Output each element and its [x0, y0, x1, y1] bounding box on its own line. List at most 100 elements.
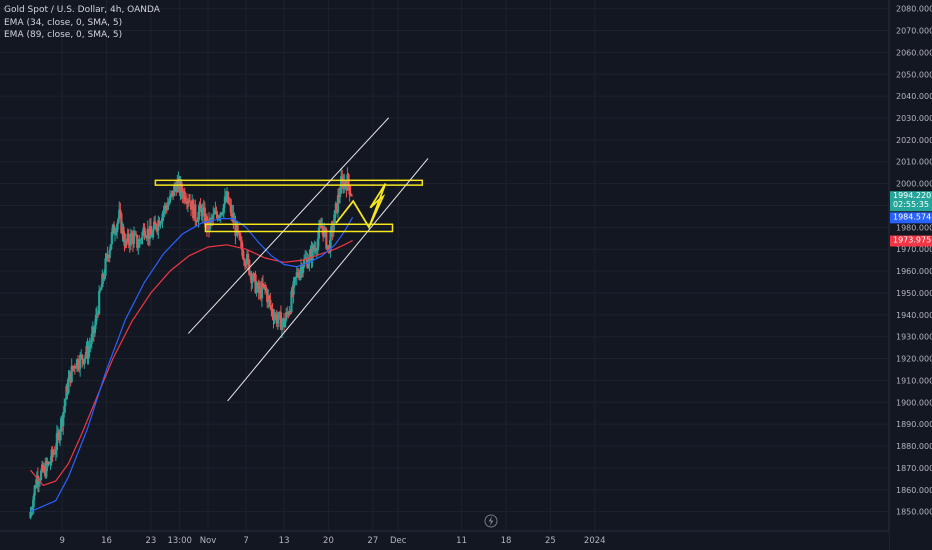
candle-body	[250, 272, 253, 284]
candle-body	[241, 249, 244, 259]
candle-body	[88, 346, 91, 349]
candle-body	[228, 202, 231, 204]
candle-body	[219, 212, 222, 217]
ema-34-badge-text: 1984.574	[893, 212, 931, 221]
candle-body	[277, 312, 280, 320]
candle-body	[166, 204, 169, 210]
candle-body	[45, 461, 48, 477]
candle-body	[76, 359, 80, 368]
candle-body	[323, 228, 326, 237]
candle-body	[268, 295, 271, 300]
candle-body	[260, 283, 263, 299]
ema-89-label[interactable]: EMA (89, close, 0, SMA, 5)	[4, 30, 123, 40]
chart-legend: Gold Spot / U.S. Dollar, 4h, OANDA EMA (…	[4, 4, 160, 42]
candle-body	[113, 233, 117, 235]
candle-body	[79, 355, 82, 369]
candle-body	[203, 207, 206, 225]
price-tick-label: 1970.000	[896, 245, 932, 254]
candle-body	[176, 181, 179, 193]
time-tick-label: 2024	[584, 536, 606, 546]
candle-body	[141, 231, 144, 240]
candle-body	[325, 229, 328, 249]
time-tick-label: 7	[243, 536, 248, 546]
candle-body	[145, 237, 148, 239]
candle-body	[188, 201, 192, 203]
candle-body	[58, 432, 62, 441]
price-badge-text: 1994.220	[893, 191, 931, 200]
candle-body	[237, 231, 240, 234]
ema-34-badge-bg	[890, 212, 932, 224]
candle-body	[132, 234, 136, 244]
price-tick-label: 1980.000	[896, 223, 932, 232]
candle-body	[108, 250, 111, 258]
time-tick-label: 25	[545, 536, 556, 546]
candle-body	[93, 324, 97, 334]
candle-body	[109, 244, 112, 251]
candle-body	[218, 216, 221, 218]
price-tick-label: 1880.000	[896, 442, 932, 451]
candle-body	[186, 200, 190, 204]
candle-body	[116, 224, 119, 233]
candle-body	[196, 221, 199, 223]
candle-body	[317, 227, 321, 239]
time-tick-label: Nov	[200, 536, 217, 546]
candle-body	[153, 221, 156, 230]
candle-body	[174, 185, 177, 187]
candle-body	[303, 258, 306, 267]
ema-34-label[interactable]: EMA (34, close, 0, SMA, 5)	[4, 17, 123, 28]
candle-body	[98, 290, 101, 314]
candle-body	[180, 182, 183, 193]
time-tick-label: 13:00	[167, 536, 192, 546]
candle-body	[101, 273, 104, 287]
candle-body	[270, 306, 273, 310]
candle-body	[215, 210, 218, 215]
candle-body	[99, 289, 102, 291]
price-tick-label: 1940.000	[896, 311, 932, 320]
time-tick-label: 23	[146, 536, 157, 546]
candle-body	[332, 223, 335, 232]
candle-body	[129, 233, 132, 246]
candle-body	[37, 481, 41, 484]
candle-body	[263, 284, 267, 288]
time-axis: 9 16 23 13:00 Nov 7 13 20 27 Dec 11 18 25 2024	[59, 536, 605, 546]
ema-89-badge-text: 1973.975	[893, 236, 931, 245]
candle-body	[73, 366, 76, 368]
price-tick-label: 1920.000	[896, 355, 932, 364]
candle-body	[333, 210, 336, 224]
candle-body	[89, 343, 92, 347]
price-axis-background[interactable]	[889, 0, 932, 550]
candle-body	[160, 220, 163, 223]
time-tick-label: 18	[501, 536, 512, 546]
candle-body	[65, 385, 68, 400]
candle-body	[63, 405, 66, 413]
candle-body	[52, 452, 55, 455]
candle-body	[226, 191, 230, 203]
candle-body	[118, 209, 121, 220]
candle-body	[236, 224, 239, 232]
candle-body	[344, 181, 347, 185]
candle-body	[276, 319, 279, 324]
candle-body	[284, 320, 287, 328]
time-axis-background[interactable]	[0, 531, 889, 550]
candle-body	[311, 245, 314, 261]
candle-body	[222, 204, 225, 214]
candle-body	[350, 195, 353, 197]
candle-body	[247, 254, 250, 260]
lightning-icon[interactable]	[484, 514, 498, 528]
candle-body	[94, 314, 98, 325]
candle-body	[201, 208, 204, 217]
candle-body	[279, 312, 283, 330]
candle-body	[173, 185, 176, 197]
candle-body	[83, 358, 86, 364]
candle-body	[348, 185, 351, 195]
symbol-title[interactable]: Gold Spot / U.S. Dollar, 4h, OANDA	[4, 5, 160, 15]
candle-body	[140, 239, 143, 241]
candle-body	[184, 200, 187, 202]
candle-body	[50, 449, 53, 463]
price-tick-label: 2010.000	[896, 158, 932, 167]
candle-body	[32, 495, 35, 508]
support-zone	[204, 223, 394, 233]
